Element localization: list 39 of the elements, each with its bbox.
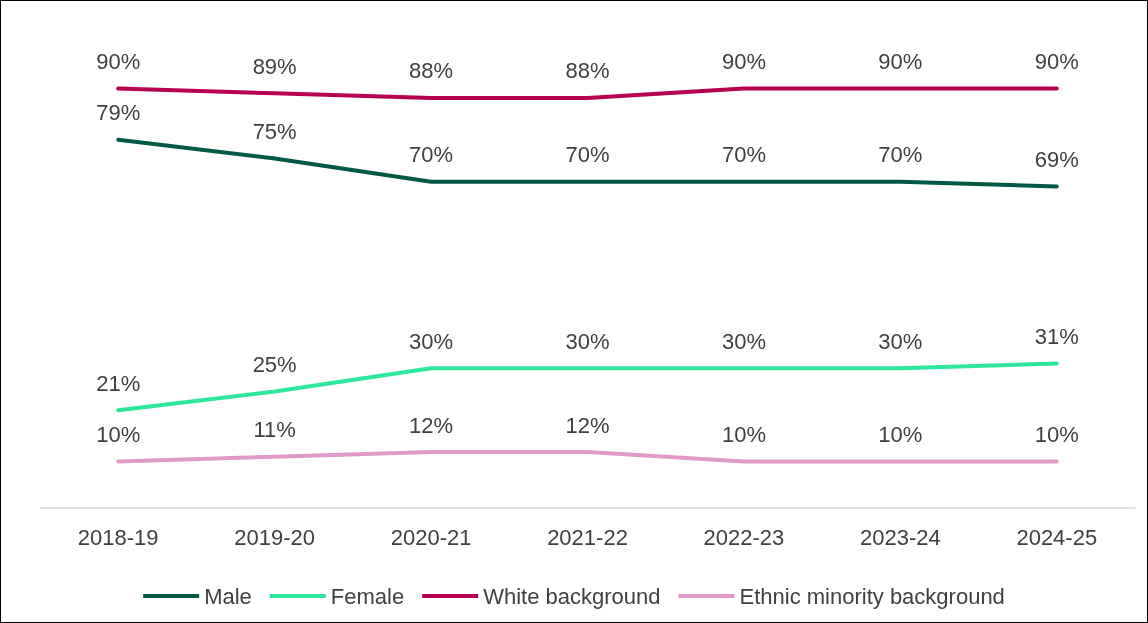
data-label: 21% (96, 370, 141, 396)
data-label: 75% (252, 119, 297, 144)
data-label: 90% (1034, 49, 1079, 75)
data-label: 70% (409, 142, 454, 168)
data-label: 90% (721, 49, 766, 75)
legend-label: Ethnic minority background (739, 583, 1005, 609)
data-label: 10% (721, 421, 766, 447)
data-label: 31% (1034, 324, 1079, 350)
data-label: 30% (878, 328, 923, 354)
data-label: 90% (96, 49, 141, 75)
x-tick-label: 2020-21 (390, 524, 472, 550)
data-label: 30% (565, 328, 610, 354)
x-tick-label: 2019-20 (234, 524, 316, 550)
data-label: 69% (1034, 146, 1079, 172)
data-label: 30% (409, 328, 454, 354)
x-tick-label: 2018-19 (77, 524, 159, 550)
data-label: 79% (96, 100, 141, 126)
data-label: 30% (721, 328, 766, 354)
x-tick-label: 2021-22 (547, 524, 628, 550)
legend-label: Male (204, 583, 252, 609)
x-tick-label: 2022-23 (703, 524, 785, 550)
data-label: 12% (409, 412, 454, 438)
data-label: 10% (878, 421, 923, 447)
data-label: 90% (878, 49, 923, 75)
data-label: 88% (409, 58, 454, 84)
data-label: 11% (253, 417, 296, 443)
data-label: 70% (721, 142, 766, 168)
legend-label: Female (330, 583, 405, 609)
legend-label: White background (483, 583, 661, 609)
data-label: 89% (252, 53, 297, 79)
data-label: 70% (878, 142, 923, 168)
data-label: 10% (1034, 421, 1079, 447)
data-label: 70% (565, 142, 610, 168)
data-label: 88% (565, 58, 610, 84)
x-tick-label: 2024-25 (1016, 524, 1098, 550)
data-label: 25% (252, 352, 297, 377)
data-label: 10% (96, 421, 141, 447)
x-tick-label: 2023-24 (859, 524, 941, 550)
data-label: 12% (565, 412, 610, 438)
